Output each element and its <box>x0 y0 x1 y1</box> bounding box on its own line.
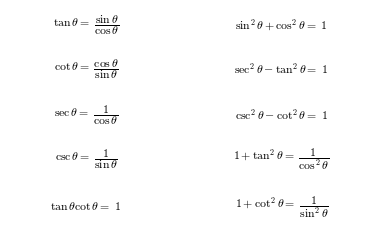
Text: $\csc\theta =\ \dfrac{1}{\sin\theta}$: $\csc\theta =\ \dfrac{1}{\sin\theta}$ <box>55 146 117 170</box>
Text: $\sec^2\theta - \tan^2\theta =\ 1$: $\sec^2\theta - \tan^2\theta =\ 1$ <box>234 61 329 76</box>
Text: $\tan\theta =\ \dfrac{\sin\theta}{\cos\theta}$: $\tan\theta =\ \dfrac{\sin\theta}{\cos\t… <box>53 14 119 37</box>
Text: $\tan\theta\cot\theta =\ 1$: $\tan\theta\cot\theta =\ 1$ <box>50 200 122 213</box>
Text: $1 + \cot^2\theta =\ \dfrac{1}{\sin^2\theta}$: $1 + \cot^2\theta =\ \dfrac{1}{\sin^2\th… <box>235 193 328 219</box>
Text: $\cot\theta =\ \dfrac{\cos\theta}{\sin\theta}$: $\cot\theta =\ \dfrac{\cos\theta}{\sin\t… <box>54 57 118 80</box>
Text: $\csc^2\theta - \cot^2\theta =\ 1$: $\csc^2\theta - \cot^2\theta =\ 1$ <box>235 107 328 122</box>
Text: $\sec\theta =\ \dfrac{1}{\cos\theta}$: $\sec\theta =\ \dfrac{1}{\cos\theta}$ <box>54 103 118 126</box>
Text: $\sin^2\theta + \cos^2\theta =\ 1$: $\sin^2\theta + \cos^2\theta =\ 1$ <box>235 18 328 33</box>
Text: $1 + \tan^2\theta =\ \dfrac{1}{\cos^2\theta}$: $1 + \tan^2\theta =\ \dfrac{1}{\cos^2\th… <box>233 145 330 171</box>
